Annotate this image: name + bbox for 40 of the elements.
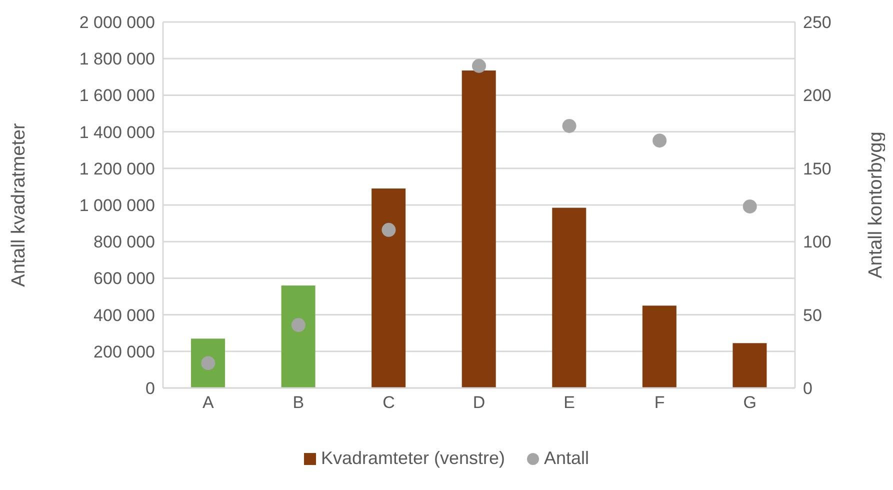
point [382,222,396,237]
y2-tick-label: 250 [803,13,832,32]
point [652,134,667,148]
y-tick-label: 1 800 000 [79,50,155,69]
y2-tick-label: 200 [803,86,832,106]
point [562,118,576,133]
y-axis-title: Antall kvadratmeter [8,122,30,287]
bar [732,343,767,388]
y-tick-label: 1 000 000 [79,196,155,216]
x-tick-label: B [292,393,304,412]
y-tick-label: 1 600 000 [79,86,155,106]
y2-tick-label: 150 [803,159,832,178]
x-tick-label: E [564,393,575,412]
legend-label: Kvadramteter (venstre) [320,448,506,469]
y-tick-label: 400 000 [94,306,155,325]
y-tick-label: 2 000 000 [79,13,155,32]
bar [281,286,316,388]
y-tick-label: 1 400 000 [79,122,155,142]
bar [552,208,586,388]
x-tick-label: D [472,393,486,412]
x-tick-label: C [382,393,395,412]
bar [462,70,496,388]
point [291,318,306,332]
point [742,199,757,214]
legend-label: Antall [544,448,590,469]
y2-tick-label: 0 [803,379,812,398]
point [472,58,486,73]
x-tick-label: F [654,393,665,412]
y-tick-label: 200 000 [94,342,155,362]
x-tick-label: G [743,393,756,412]
y-tick-label: 600 000 [94,269,155,288]
x-tick-label: A [202,393,214,412]
bar [191,338,225,388]
y-tick-label: 800 000 [94,232,155,252]
y-tick-label: 1 200 000 [79,159,155,178]
bar [372,188,406,388]
bar [642,306,676,388]
y2-tick-label: 50 [803,306,822,325]
y2-tick-label: 100 [803,232,832,252]
y-tick-label: 0 [146,379,155,398]
